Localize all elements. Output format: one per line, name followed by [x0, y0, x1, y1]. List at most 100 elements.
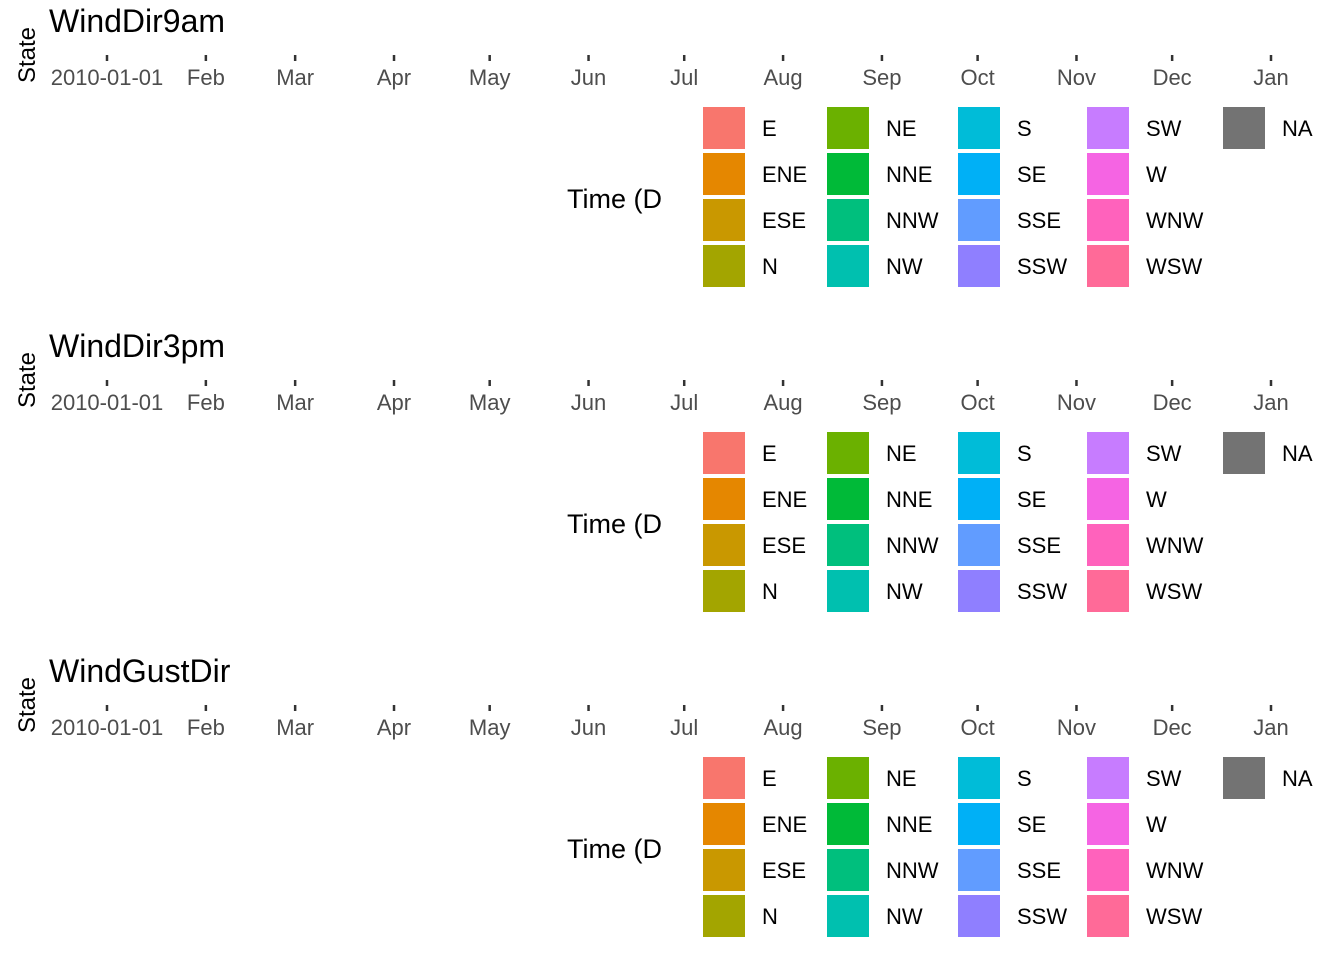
legend-label-sse: SSE: [1017, 533, 1061, 558]
legend-swatch-ene: [701, 151, 747, 197]
legend-label-ne: NE: [886, 766, 917, 791]
legend-label-ene: ENE: [762, 162, 807, 187]
legend-label-ese: ESE: [762, 533, 806, 558]
legend-label-e: E: [762, 441, 777, 466]
x-tick-label: Jan: [1253, 390, 1288, 415]
legend-label-ene: ENE: [762, 487, 807, 512]
legend-swatch-se: [956, 801, 1002, 847]
x-tick-label: Feb: [187, 390, 225, 415]
x-tick-label: May: [469, 390, 511, 415]
legend-label-w: W: [1146, 487, 1167, 512]
legend-swatch-na: [1221, 105, 1267, 151]
legend-swatch-na: [1221, 755, 1267, 801]
legend-swatch-wsw: [1085, 893, 1131, 939]
x-tick-label: Aug: [763, 65, 802, 90]
legend-label-sw: SW: [1146, 441, 1182, 466]
legend-label-e: E: [762, 766, 777, 791]
legend-label-ssw: SSW: [1017, 904, 1067, 929]
legend-label-se: SE: [1017, 812, 1046, 837]
legend-swatch-ssw: [956, 893, 1002, 939]
legend-label-ssw: SSW: [1017, 254, 1067, 279]
legend-label-n: N: [762, 254, 778, 279]
legend-label-sse: SSE: [1017, 858, 1061, 883]
legend-swatch-sse: [956, 197, 1002, 243]
legend-label-nw: NW: [886, 254, 923, 279]
legend-label-nw: NW: [886, 904, 923, 929]
legend-label-sw: SW: [1146, 766, 1182, 791]
legend-swatch-wnw: [1085, 847, 1131, 893]
x-tick-label: Oct: [960, 390, 994, 415]
x-tick-label: Aug: [763, 390, 802, 415]
x-tick-label: Sep: [862, 65, 901, 90]
legend-label-e: E: [762, 116, 777, 141]
x-tick-label: Sep: [862, 390, 901, 415]
legend-label-na: NA: [1282, 441, 1313, 466]
legend-label-nnw: NNW: [886, 533, 939, 558]
legend-label-ese: ESE: [762, 858, 806, 883]
x-tick-label: Apr: [377, 390, 411, 415]
y-axis-label: State: [14, 352, 41, 408]
legend-swatch-n: [701, 243, 747, 289]
legend-swatch-nw: [825, 568, 871, 614]
x-tick-label: Nov: [1057, 390, 1096, 415]
legend-label-n: N: [762, 904, 778, 929]
legend-swatch-sse: [956, 847, 1002, 893]
legend-swatch-w: [1085, 801, 1131, 847]
legend-swatch-na: [1221, 430, 1267, 476]
legend-label-ne: NE: [886, 116, 917, 141]
legend-swatch-e: [701, 430, 747, 476]
legend-swatch-ese: [701, 197, 747, 243]
legend-swatch-w: [1085, 151, 1131, 197]
x-tick-label: Oct: [960, 715, 994, 740]
legend-label-w: W: [1146, 812, 1167, 837]
y-axis-label: State: [14, 677, 41, 733]
x-tick-label: Nov: [1057, 65, 1096, 90]
legend-swatch-n: [701, 568, 747, 614]
legend-label-nne: NNE: [886, 812, 932, 837]
x-tick-label: Feb: [187, 715, 225, 740]
legend-swatch-ese: [701, 847, 747, 893]
legend-label-se: SE: [1017, 487, 1046, 512]
chart-title: WindGustDir: [49, 653, 231, 689]
legend-label-nne: NNE: [886, 487, 932, 512]
legend-label-wnw: WNW: [1146, 533, 1204, 558]
legend-label-na: NA: [1282, 116, 1313, 141]
legend-label-s: S: [1017, 116, 1032, 141]
legend-swatch-s: [956, 105, 1002, 151]
legend-swatch-nne: [825, 476, 871, 522]
legend-swatch-sw: [1085, 105, 1131, 151]
legend-title: Time (D: [567, 834, 662, 864]
legend-label-nnw: NNW: [886, 858, 939, 883]
legend-swatch-ssw: [956, 568, 1002, 614]
legend-label-wnw: WNW: [1146, 208, 1204, 233]
legend-label-ne: NE: [886, 441, 917, 466]
legend-swatch-s: [956, 755, 1002, 801]
chart-title: WindDir3pm: [49, 328, 225, 364]
x-tick-label: May: [469, 715, 511, 740]
legend-swatch-wnw: [1085, 522, 1131, 568]
legend-swatch-sw: [1085, 755, 1131, 801]
legend-swatch-e: [701, 755, 747, 801]
legend-swatch-nne: [825, 801, 871, 847]
x-tick-label: May: [469, 65, 511, 90]
legend-swatch-ne: [825, 105, 871, 151]
legend-label-wsw: WSW: [1146, 579, 1202, 604]
legend-label-wsw: WSW: [1146, 254, 1202, 279]
x-tick-label: Dec: [1153, 715, 1192, 740]
x-tick-label: Mar: [276, 715, 314, 740]
legend-swatch-s: [956, 430, 1002, 476]
legend-label-s: S: [1017, 441, 1032, 466]
x-tick-label: Mar: [276, 65, 314, 90]
legend-swatch-wnw: [1085, 197, 1131, 243]
legend-label-sw: SW: [1146, 116, 1182, 141]
legend-swatch-ene: [701, 801, 747, 847]
legend-label-nnw: NNW: [886, 208, 939, 233]
legend-swatch-sw: [1085, 430, 1131, 476]
legend-swatch-nnw: [825, 522, 871, 568]
legend-swatch-wsw: [1085, 243, 1131, 289]
x-tick-label: Apr: [377, 65, 411, 90]
x-tick-label: Mar: [276, 390, 314, 415]
x-tick-label: Nov: [1057, 715, 1096, 740]
legend-swatch-ne: [825, 755, 871, 801]
